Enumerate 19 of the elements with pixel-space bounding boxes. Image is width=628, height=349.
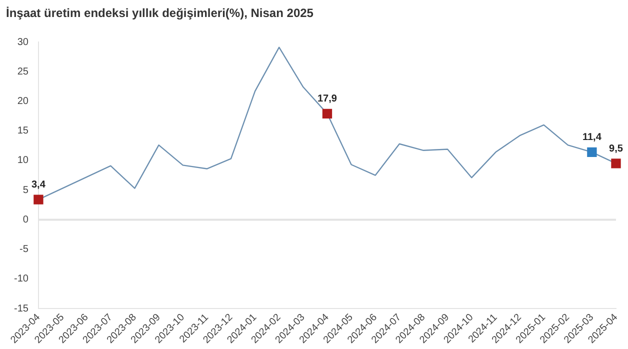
y-tick-label: 30 [17, 36, 29, 48]
y-tick-label: 20 [17, 96, 29, 107]
y-tick-label: 25 [17, 66, 29, 78]
data-label: 9,5 [609, 143, 624, 154]
point [322, 108, 332, 119]
data-label: 17,9 [317, 94, 338, 105]
data-label: 3,4 [32, 180, 46, 191]
point [611, 158, 621, 168]
y-tick-label: 5 [22, 184, 29, 196]
y-tick-label: 10 [17, 155, 29, 166]
data-label: 11,4 [582, 132, 602, 144]
point [587, 147, 597, 158]
y-tick-label: -10 [14, 274, 29, 285]
y-tick-label: 0 [22, 214, 29, 226]
y-tick-label: -5 [20, 244, 29, 256]
y-tick-label: -15 [14, 303, 29, 314]
y-tick-label: 15 [17, 126, 29, 137]
chart-title: İnşaat üretim endeksi yıllık değişimleri(%), Nisan 2025 [6, 6, 314, 20]
point [34, 194, 44, 204]
